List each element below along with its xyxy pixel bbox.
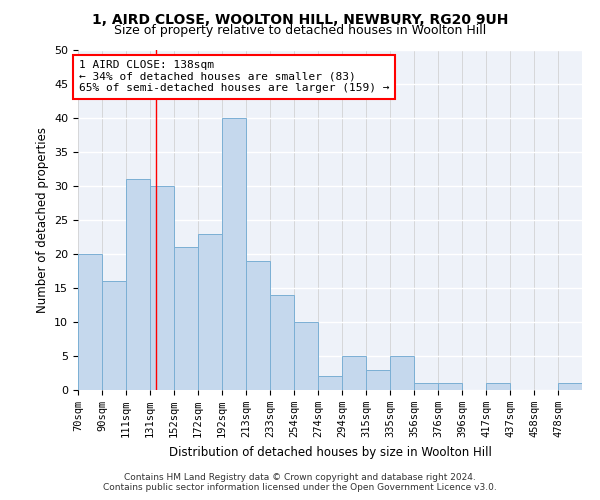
X-axis label: Distribution of detached houses by size in Woolton Hill: Distribution of detached houses by size … xyxy=(169,446,491,458)
Bar xyxy=(78,254,102,390)
Bar xyxy=(102,281,126,390)
Bar xyxy=(486,383,510,390)
Bar xyxy=(438,383,462,390)
Bar xyxy=(126,179,150,390)
Text: 1 AIRD CLOSE: 138sqm
← 34% of detached houses are smaller (83)
65% of semi-detac: 1 AIRD CLOSE: 138sqm ← 34% of detached h… xyxy=(79,60,389,94)
Text: 1, AIRD CLOSE, WOOLTON HILL, NEWBURY, RG20 9UH: 1, AIRD CLOSE, WOOLTON HILL, NEWBURY, RG… xyxy=(92,12,508,26)
Bar xyxy=(222,118,246,390)
Bar xyxy=(150,186,174,390)
Text: Contains HM Land Registry data © Crown copyright and database right 2024.
Contai: Contains HM Land Registry data © Crown c… xyxy=(103,473,497,492)
Y-axis label: Number of detached properties: Number of detached properties xyxy=(35,127,49,313)
Bar xyxy=(198,234,222,390)
Bar xyxy=(174,247,198,390)
Bar xyxy=(414,383,438,390)
Bar xyxy=(390,356,414,390)
Bar xyxy=(558,383,582,390)
Bar xyxy=(342,356,366,390)
Bar xyxy=(270,295,294,390)
Text: Size of property relative to detached houses in Woolton Hill: Size of property relative to detached ho… xyxy=(114,24,486,37)
Bar xyxy=(294,322,318,390)
Bar xyxy=(246,261,270,390)
Bar xyxy=(318,376,342,390)
Bar xyxy=(366,370,390,390)
